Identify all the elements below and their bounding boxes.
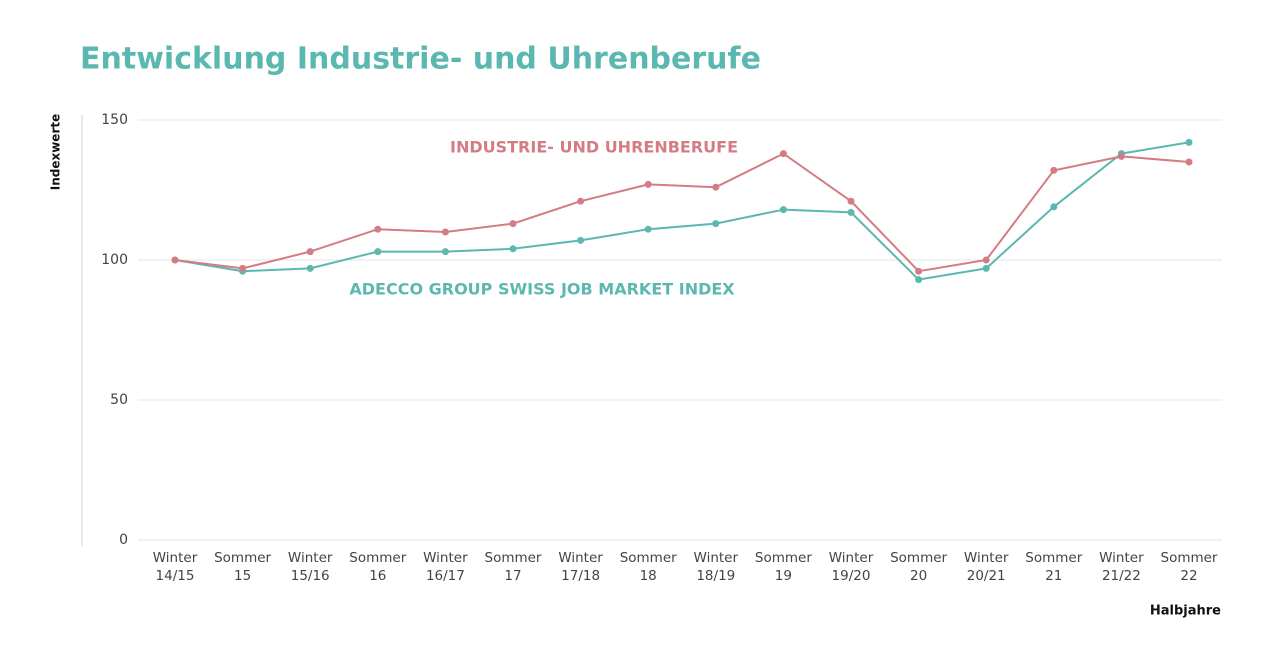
- data-point: [306, 248, 314, 256]
- data-point: [712, 220, 720, 228]
- data-point: [644, 180, 652, 188]
- x-axis-label: Halbjahre: [1150, 604, 1221, 619]
- data-point: [1185, 158, 1193, 166]
- y-tick-label: 50: [110, 392, 128, 408]
- data-point: [847, 208, 855, 216]
- data-point: [1185, 138, 1193, 146]
- y-tick-label: 0: [119, 532, 128, 548]
- series-label: ADECCO GROUP SWISS JOB MARKET INDEX: [349, 280, 735, 299]
- x-tick-label: Winter 21/22: [1099, 550, 1144, 584]
- data-point: [779, 206, 787, 214]
- data-point: [982, 256, 990, 264]
- data-point: [374, 248, 382, 256]
- data-point: [441, 228, 449, 236]
- x-tick-label: Winter 17/18: [558, 550, 603, 584]
- data-point: [1117, 152, 1125, 160]
- series-label: INDUSTRIE- UND UHRENBERUFE: [450, 138, 738, 157]
- data-point: [1050, 203, 1058, 211]
- data-point: [847, 197, 855, 205]
- data-point: [779, 150, 787, 158]
- data-point: [915, 267, 923, 275]
- data-point: [374, 225, 382, 233]
- x-tick-label: Sommer 17: [484, 550, 542, 584]
- x-tick-label: Sommer 15: [214, 550, 272, 584]
- x-tick-label: Winter 16/17: [423, 550, 468, 584]
- x-tick-label: Sommer 16: [349, 550, 407, 584]
- x-tick-label: Sommer 20: [890, 550, 948, 584]
- data-point: [306, 264, 314, 272]
- series-line: [174, 141, 1190, 281]
- data-point: [509, 220, 517, 228]
- data-point: [577, 197, 585, 205]
- y-tick-label: 150: [101, 112, 128, 128]
- x-tick-label: Winter 14/15: [152, 550, 198, 584]
- x-tick-label: Winter 18/19: [693, 550, 739, 584]
- data-point: [441, 248, 449, 256]
- data-point: [171, 256, 179, 264]
- x-tick-label: Winter 20/21: [963, 550, 1009, 584]
- x-tick-label: Sommer 19: [754, 550, 812, 584]
- data-point: [239, 264, 247, 272]
- x-tick-label: Winter 15/16: [287, 550, 333, 584]
- y-axis-label: Indexwerte: [49, 114, 63, 191]
- data-point: [1050, 166, 1058, 174]
- y-tick-label: 100: [101, 252, 128, 268]
- x-tick-label: Sommer 22: [1160, 550, 1218, 584]
- data-point: [915, 276, 923, 284]
- series-line: [174, 152, 1190, 273]
- data-point: [509, 245, 517, 253]
- x-tick-label: Winter 19/20: [828, 550, 874, 584]
- data-point: [577, 236, 585, 244]
- data-point: [982, 264, 990, 272]
- data-point: [712, 183, 720, 191]
- x-tick-label: Sommer 21: [1025, 550, 1083, 584]
- chart-title: Entwicklung Industrie- und Uhrenberufe: [80, 42, 761, 77]
- x-tick-label: Sommer 18: [619, 550, 677, 584]
- data-point: [644, 225, 652, 233]
